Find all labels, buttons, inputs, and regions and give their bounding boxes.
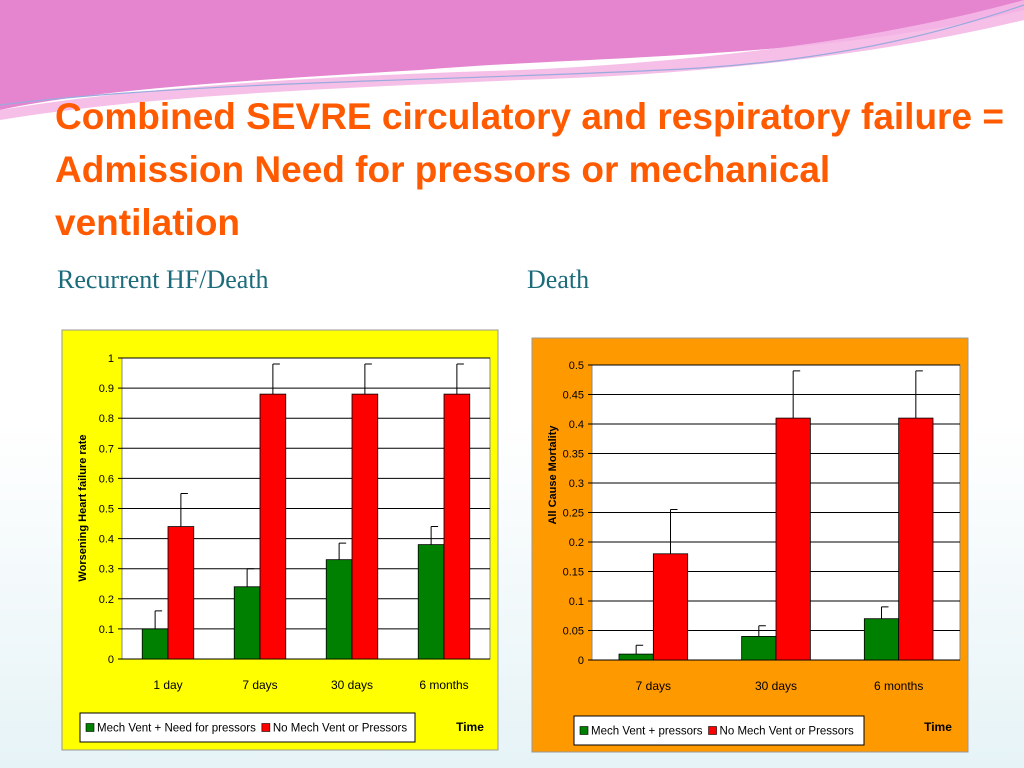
x-tick-label: 1 day <box>153 678 182 692</box>
legend-box <box>79 712 416 743</box>
y-tick-label: 0.4 <box>569 419 584 431</box>
chart-title: Recurrent HF/Death <box>57 265 269 294</box>
x-tick-label: 7 days <box>636 679 671 693</box>
decoration <box>0 4 1024 106</box>
error-bar <box>758 625 766 637</box>
x-tick-label: 30 days <box>331 678 373 692</box>
error-bar <box>364 363 372 395</box>
error-bar <box>792 370 801 419</box>
y-tick-label: 1 <box>108 353 114 365</box>
error-bar <box>456 363 464 395</box>
slide-title: Combined SEVRE circulatory and respirato… <box>55 96 1004 243</box>
bar <box>618 653 654 661</box>
x-axis-label: Time <box>924 720 952 734</box>
y-tick-label: 0.3 <box>569 478 584 490</box>
y-tick-label: 0.3 <box>99 564 114 576</box>
bar <box>652 553 689 661</box>
bar <box>741 636 777 661</box>
bar <box>259 393 287 660</box>
bar <box>167 526 195 660</box>
legend-swatch <box>261 723 271 732</box>
y-tick-label: 0.6 <box>99 473 114 485</box>
error-bar <box>635 644 644 655</box>
y-axis-label: Worsening Heart failure rate <box>77 434 89 581</box>
y-tick-label: 0.2 <box>99 594 114 606</box>
legend-swatch <box>708 726 717 735</box>
y-tick-label: 0.15 <box>563 567 584 579</box>
y-tick-label: 0.4 <box>99 534 114 546</box>
bar <box>233 586 261 660</box>
error-bar <box>430 526 439 545</box>
legend-label: Mech Vent + pressors <box>591 726 703 738</box>
bar <box>141 628 169 660</box>
y-axis-label: All Cause Mortality <box>547 425 559 525</box>
y-tick-label: 0.2 <box>569 537 584 549</box>
bar <box>417 544 445 660</box>
decoration <box>0 0 1024 120</box>
x-tick-label: 6 months <box>874 679 923 693</box>
y-tick-label: 0.05 <box>563 626 584 638</box>
legend-swatch <box>85 723 95 732</box>
y-tick-label: 0 <box>578 655 584 667</box>
error-bar <box>670 509 678 554</box>
bar <box>443 393 471 660</box>
y-tick-label: 0.25 <box>563 508 584 520</box>
y-tick-label: 0.8 <box>99 413 114 425</box>
y-tick-label: 0.1 <box>99 624 114 636</box>
error-bar <box>180 492 188 527</box>
bar <box>325 559 353 660</box>
x-axis-label: Time <box>456 720 484 734</box>
y-tick-label: 0.1 <box>569 596 584 608</box>
y-tick-label: 0.9 <box>99 383 114 395</box>
legend-label: No Mech Vent or Pressors <box>720 726 854 738</box>
y-tick-label: 0.5 <box>569 360 584 372</box>
error-bar <box>154 610 163 629</box>
y-tick-label: 0.35 <box>563 449 584 461</box>
decoration <box>0 0 1024 110</box>
y-tick-label: 0 <box>108 654 114 666</box>
error-bar <box>246 568 255 587</box>
bar <box>898 417 934 661</box>
legend-box <box>573 715 865 746</box>
legend-label: Mech Vent + Need for pressors <box>97 723 256 735</box>
y-tick-label: 0.45 <box>563 390 584 402</box>
y-tick-label: 0.7 <box>99 443 114 455</box>
error-bar <box>272 363 280 395</box>
x-tick-label: 6 months <box>419 678 468 692</box>
legend-swatch <box>579 726 589 735</box>
error-bar <box>338 542 347 560</box>
error-bar <box>880 606 889 619</box>
bar <box>351 393 379 660</box>
legend-label: No Mech Vent or Pressors <box>273 723 407 735</box>
y-tick-label: 0.5 <box>99 504 114 516</box>
bar <box>775 417 811 661</box>
error-bar <box>915 370 923 419</box>
bar <box>863 618 900 661</box>
chart-title: Death <box>527 265 589 294</box>
x-tick-label: 30 days <box>755 679 797 693</box>
x-tick-label: 7 days <box>242 678 277 692</box>
